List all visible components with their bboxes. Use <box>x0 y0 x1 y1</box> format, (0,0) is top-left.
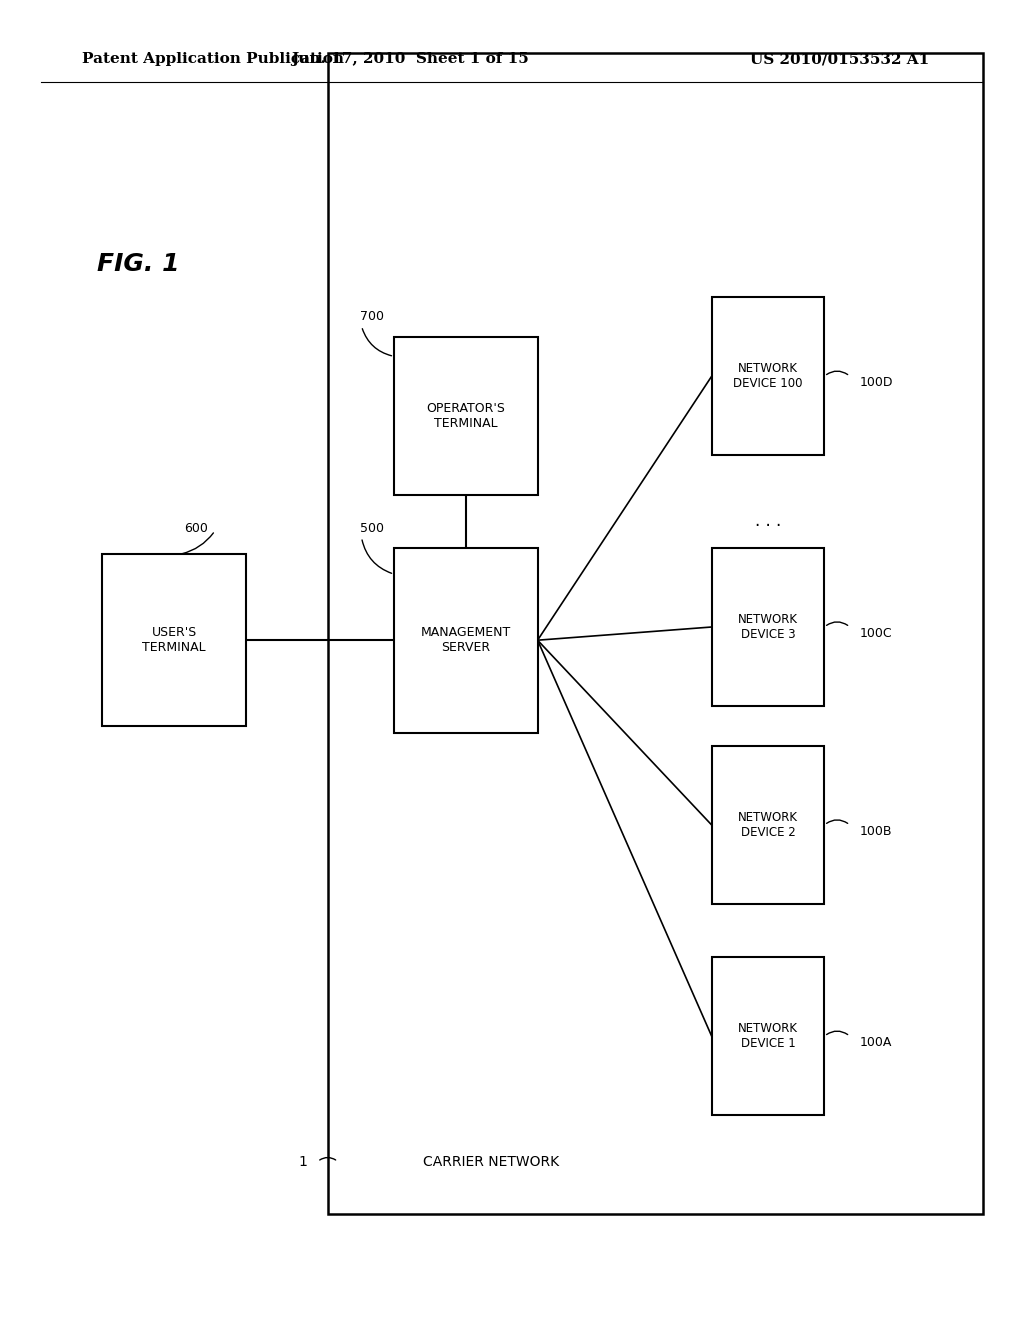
Text: Jun. 17, 2010  Sheet 1 of 15: Jun. 17, 2010 Sheet 1 of 15 <box>291 53 528 66</box>
Text: 100A: 100A <box>860 1036 893 1049</box>
Bar <box>712 548 824 706</box>
Text: USER'S
TERMINAL: USER'S TERMINAL <box>142 626 206 655</box>
Bar <box>102 554 246 726</box>
Text: NETWORK
DEVICE 100: NETWORK DEVICE 100 <box>733 362 803 391</box>
Text: CARRIER NETWORK: CARRIER NETWORK <box>424 1155 559 1168</box>
Text: 100D: 100D <box>860 376 894 389</box>
Text: 700: 700 <box>360 310 384 323</box>
Bar <box>394 548 538 733</box>
Bar <box>394 337 538 495</box>
FancyBboxPatch shape <box>328 53 983 1214</box>
Bar <box>712 957 824 1115</box>
Bar <box>712 746 824 904</box>
Text: Patent Application Publication: Patent Application Publication <box>82 53 344 66</box>
Text: . . .: . . . <box>755 512 781 531</box>
Text: 600: 600 <box>184 521 208 535</box>
Text: MANAGEMENT
SERVER: MANAGEMENT SERVER <box>421 626 511 655</box>
Text: US 2010/0153532 A1: US 2010/0153532 A1 <box>750 53 930 66</box>
Text: OPERATOR'S
TERMINAL: OPERATOR'S TERMINAL <box>426 401 506 430</box>
Text: 500: 500 <box>360 521 384 535</box>
Text: NETWORK
DEVICE 2: NETWORK DEVICE 2 <box>738 810 798 840</box>
Text: NETWORK
DEVICE 1: NETWORK DEVICE 1 <box>738 1022 798 1051</box>
Text: 1: 1 <box>298 1155 307 1168</box>
Bar <box>712 297 824 455</box>
Text: 100B: 100B <box>860 825 893 838</box>
Text: NETWORK
DEVICE 3: NETWORK DEVICE 3 <box>738 612 798 642</box>
Text: 100C: 100C <box>860 627 893 640</box>
Text: FIG. 1: FIG. 1 <box>97 252 180 276</box>
